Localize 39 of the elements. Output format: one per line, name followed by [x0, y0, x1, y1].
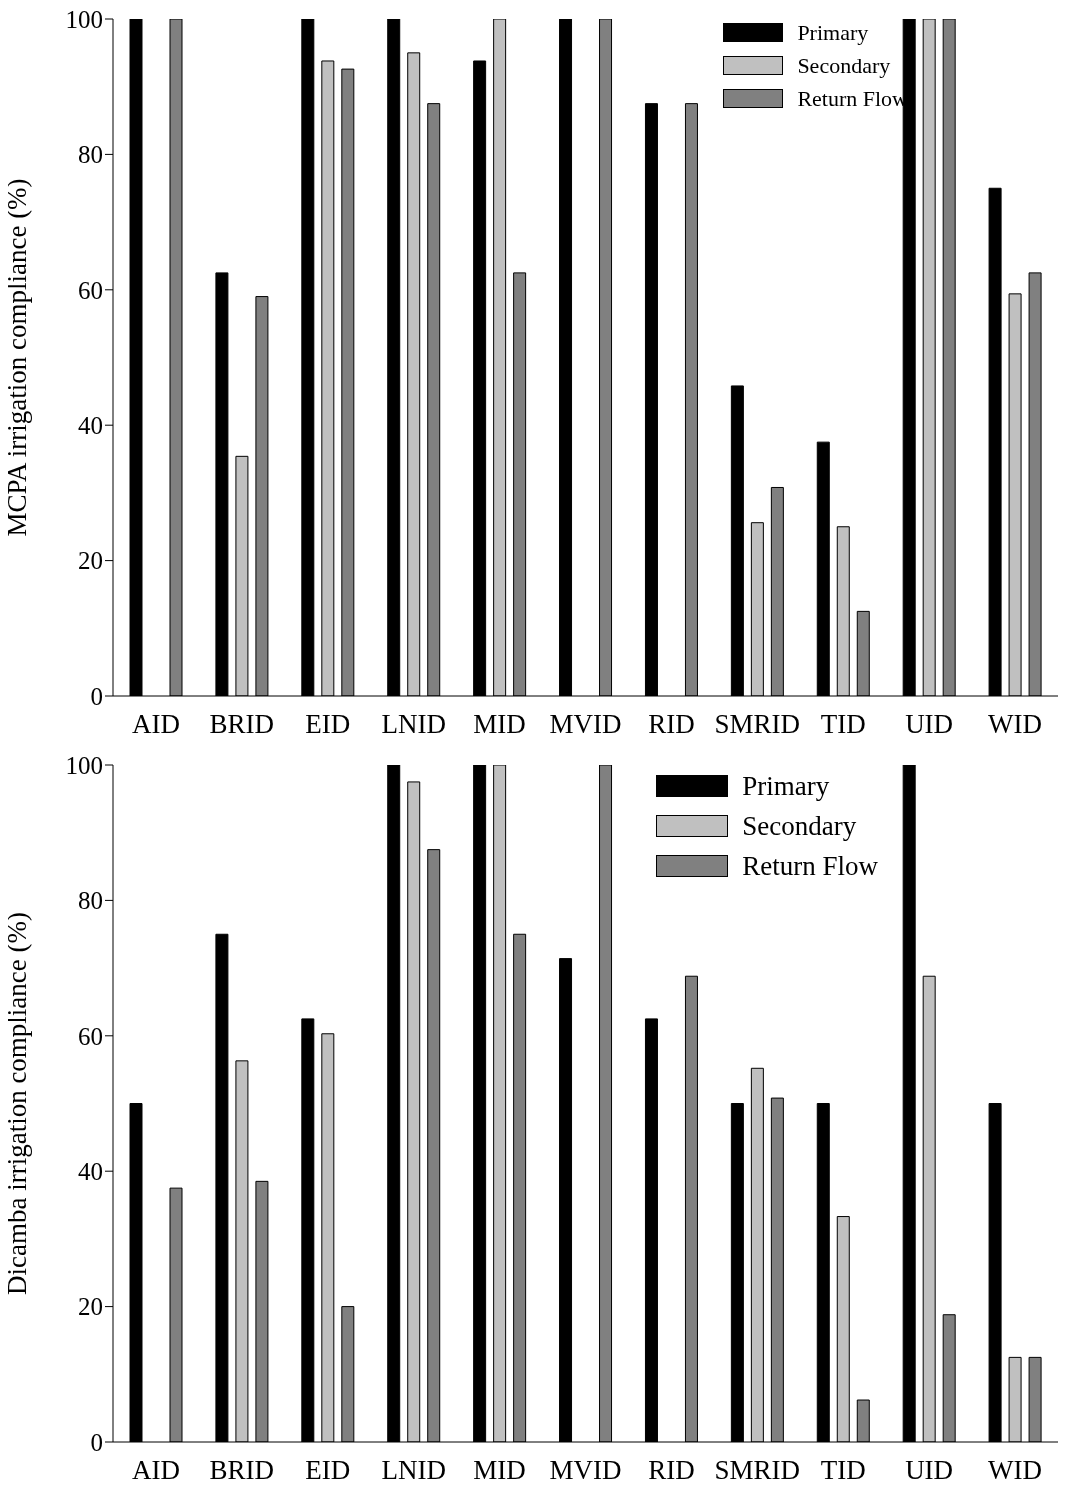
x-tick-label: MVID [549, 1455, 622, 1486]
y-tick-label: 20 [78, 1293, 103, 1321]
x-tick-label: TID [820, 1455, 866, 1486]
y-tick-label: 100 [65, 5, 103, 33]
y-tick-label: 100 [65, 751, 103, 779]
y-tick-label: 60 [78, 1022, 103, 1050]
x-tick-label: RID [648, 1455, 695, 1486]
x-tick-label: WID [988, 709, 1043, 740]
x-tick-label: EID [305, 709, 351, 740]
y-tick-label: 40 [78, 1158, 103, 1186]
y-tick-label: 20 [78, 547, 103, 575]
x-tick-label: UID [905, 1455, 954, 1486]
y-tick-label: 80 [78, 887, 103, 915]
legend-label: Primary [742, 770, 830, 803]
x-tick-label: EID [305, 1455, 351, 1486]
y-tick-label: 40 [78, 412, 103, 440]
x-tick-label: LNID [381, 709, 446, 740]
y-tick-label: 0 [90, 1428, 103, 1456]
legend-label: Return Flow [742, 850, 878, 883]
x-tick-label: WID [988, 1455, 1043, 1486]
y-tick-label: 80 [78, 141, 103, 169]
x-tick-label: MID [473, 709, 526, 740]
x-tick-label: AID [131, 1455, 180, 1486]
legend-label: Secondary [797, 52, 891, 80]
x-tick-label: BRID [209, 1455, 275, 1486]
x-tick-label: MVID [549, 709, 622, 740]
y-tick-label: 60 [78, 276, 103, 304]
x-tick-label: MID [473, 1455, 526, 1486]
x-tick-label: AID [131, 709, 180, 740]
y-tick-label: 0 [90, 682, 103, 710]
x-tick-label: RID [648, 709, 695, 740]
x-tick-label: BRID [209, 709, 275, 740]
legend-label: Secondary [742, 810, 857, 843]
x-tick-label: SMRID [714, 709, 801, 740]
x-tick-label: SMRID [714, 1455, 801, 1486]
x-tick-label: LNID [381, 1455, 446, 1486]
legend-label: Primary [797, 19, 869, 47]
x-tick-label: TID [820, 709, 866, 740]
x-tick-label: UID [905, 709, 954, 740]
